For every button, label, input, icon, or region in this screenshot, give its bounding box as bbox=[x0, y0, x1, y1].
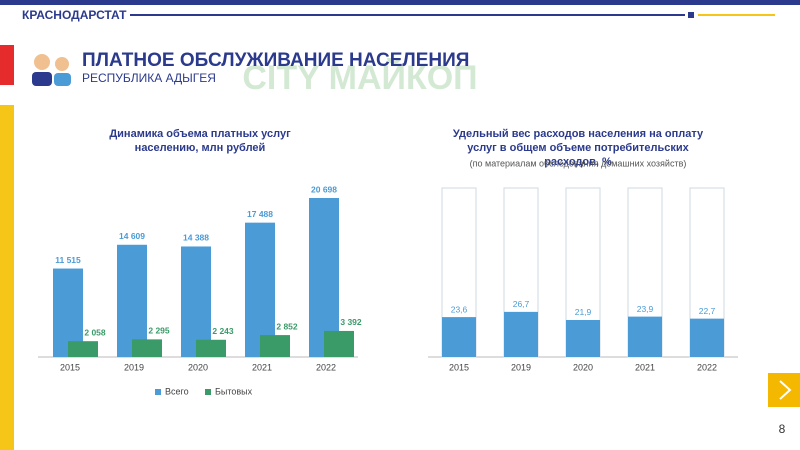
x-tick-label: 2021 bbox=[252, 362, 272, 372]
yellow-stripe bbox=[0, 105, 14, 450]
value-label: 23,6 bbox=[451, 304, 468, 314]
x-tick-label: 2019 bbox=[511, 362, 531, 372]
bar bbox=[260, 335, 290, 357]
value-label: 14 388 bbox=[183, 233, 209, 243]
value-label: 21,9 bbox=[575, 307, 592, 317]
bar bbox=[117, 244, 147, 357]
x-tick-label: 2022 bbox=[697, 362, 717, 372]
value-label: 23,9 bbox=[637, 304, 654, 314]
x-tick-label: 2020 bbox=[573, 362, 593, 372]
legend-swatch bbox=[205, 389, 211, 395]
x-tick-label: 2015 bbox=[60, 362, 80, 372]
chart-subtitle: (по материалам обследования домашних хоз… bbox=[470, 158, 687, 168]
legend-label: Всего bbox=[165, 386, 189, 396]
bar bbox=[504, 311, 538, 357]
org-name: КРАСНОДАРСТАТ bbox=[22, 8, 127, 22]
value-label: 11 515 bbox=[55, 255, 81, 265]
bar bbox=[628, 316, 662, 357]
slide-subtitle: РЕСПУБЛИКА АДЫГЕЯ bbox=[82, 71, 216, 85]
x-tick-label: 2015 bbox=[449, 362, 469, 372]
top-bar bbox=[0, 0, 800, 5]
header-dot bbox=[688, 12, 694, 18]
chart-title: Удельный вес расходов населения на оплат… bbox=[453, 128, 704, 168]
x-tick-label: 2022 bbox=[316, 362, 336, 372]
bar bbox=[566, 319, 600, 357]
value-label: 22,7 bbox=[699, 306, 716, 316]
chart-title: Динамика объема платных услуг населению, … bbox=[109, 128, 291, 154]
red-marker bbox=[0, 45, 14, 85]
value-label: 26,7 bbox=[513, 299, 530, 309]
value-label: 14 609 bbox=[119, 231, 145, 241]
value-label: 2 852 bbox=[276, 321, 298, 331]
bar bbox=[68, 341, 98, 357]
value-label: 2 058 bbox=[84, 327, 106, 337]
bar bbox=[442, 317, 476, 357]
value-label: 20 698 bbox=[311, 184, 337, 194]
legend-swatch bbox=[155, 389, 161, 395]
next-button[interactable] bbox=[768, 373, 800, 407]
bar bbox=[245, 222, 275, 357]
legend-label: Бытовых bbox=[215, 386, 253, 396]
bar bbox=[324, 330, 354, 357]
x-tick-label: 2020 bbox=[188, 362, 208, 372]
watermark: CITY МАЙКОП bbox=[242, 58, 477, 97]
x-tick-label: 2019 bbox=[124, 362, 144, 372]
value-label: 3 392 bbox=[340, 317, 362, 327]
bar bbox=[309, 198, 339, 357]
bar bbox=[181, 246, 211, 357]
bar bbox=[196, 339, 226, 357]
value-label: 2 243 bbox=[212, 326, 234, 336]
bar bbox=[132, 339, 162, 357]
slide-title: ПЛАТНОЕ ОБСЛУЖИВАНИЕ НАСЕЛЕНИЯ bbox=[82, 50, 469, 71]
next-arrow bbox=[779, 380, 792, 400]
page-number: 8 bbox=[779, 422, 786, 436]
bar bbox=[690, 318, 724, 357]
icon bbox=[32, 54, 71, 86]
value-label: 2 295 bbox=[148, 326, 170, 336]
value-label: 17 488 bbox=[247, 209, 273, 219]
x-tick-label: 2021 bbox=[635, 362, 655, 372]
